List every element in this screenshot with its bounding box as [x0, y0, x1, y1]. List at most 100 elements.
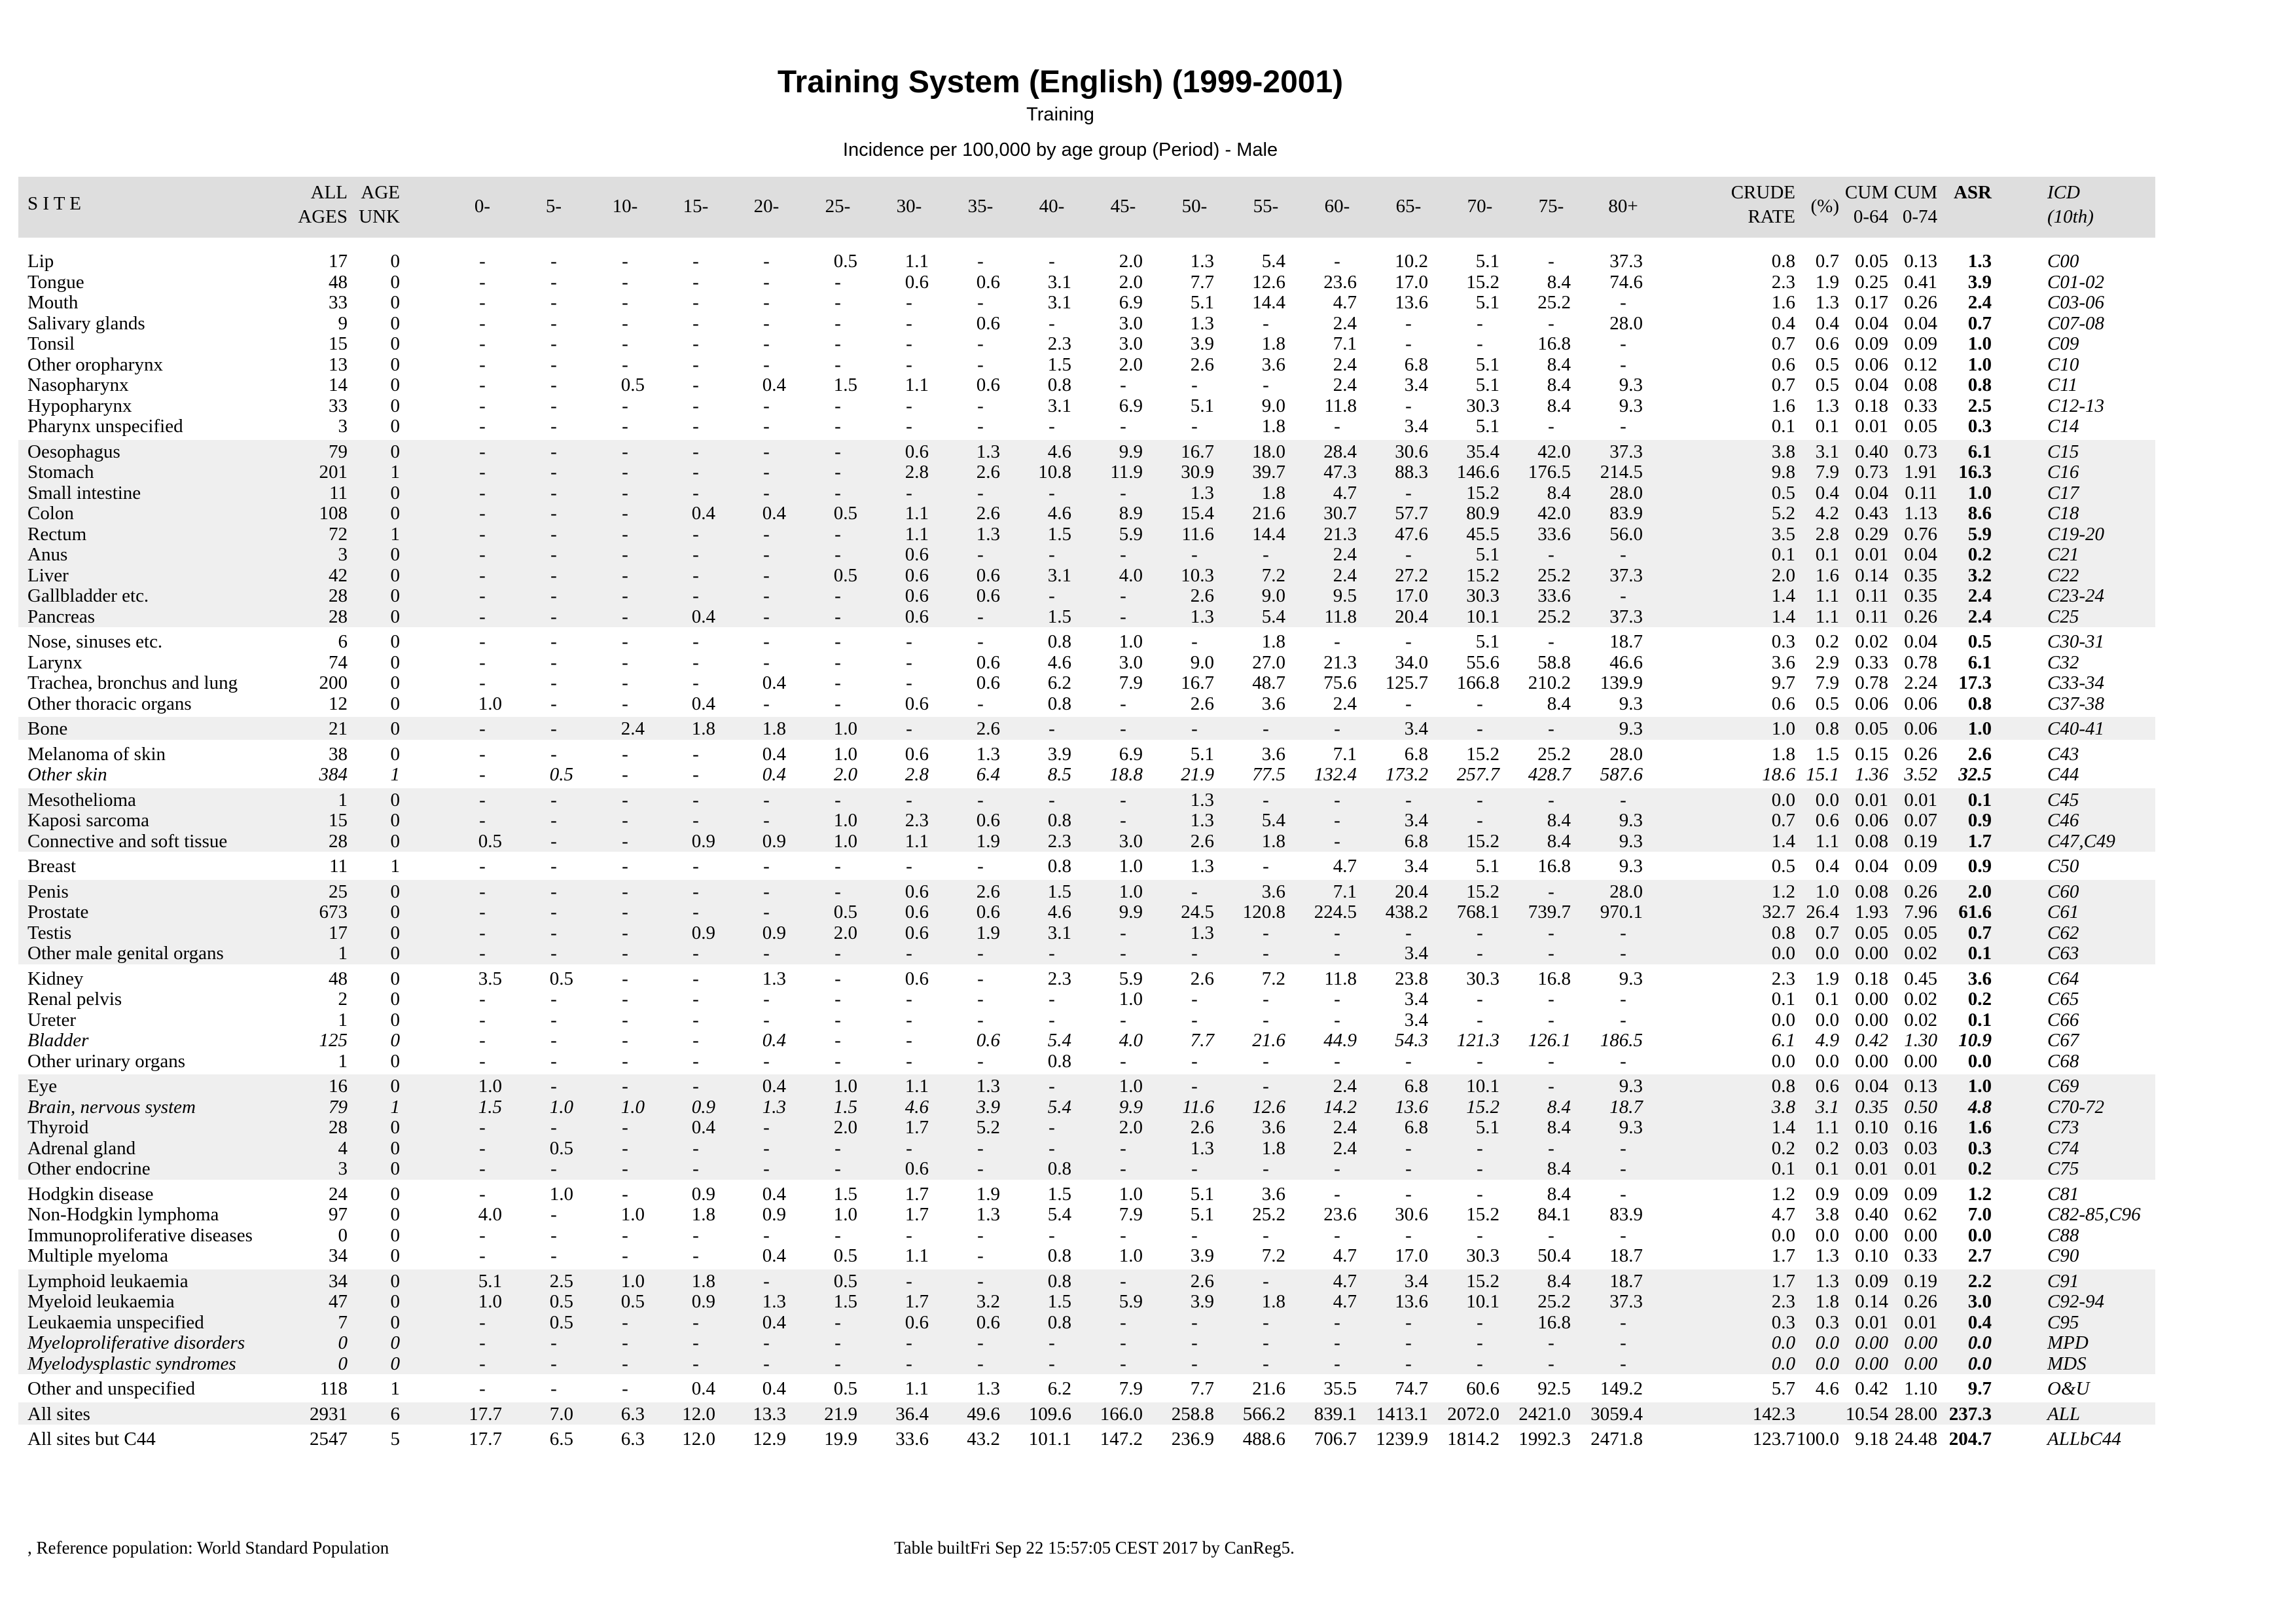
age-rate: 3.4 — [1404, 943, 1428, 964]
age-rate: - — [550, 1117, 557, 1138]
age-rate: 56.0 — [1609, 524, 1643, 545]
age-rate: - — [479, 416, 486, 437]
crude-rate: 1.7 — [1771, 1271, 1795, 1292]
age-rate: - — [1191, 1010, 1198, 1030]
percent: 2.9 — [1815, 652, 1839, 673]
age-rate: - — [1405, 483, 1412, 503]
crude-rate: 1.2 — [1771, 881, 1795, 902]
cum-0-74: 0.04 — [1904, 544, 1937, 565]
age-rate: 15.2 — [1466, 744, 1499, 765]
icd-code: C74 — [2047, 1138, 2079, 1159]
age-rate: - — [834, 354, 841, 375]
age-rate: - — [977, 1225, 984, 1246]
age-unknown-count: 1 — [390, 524, 401, 545]
age-rate: 1.8 — [1261, 831, 1285, 852]
age-rate: - — [1191, 881, 1198, 902]
age-rate: 0.5 — [620, 374, 645, 395]
crude-rate: 0.8 — [1771, 922, 1795, 943]
age-rate: - — [1334, 831, 1340, 852]
age-rate: - — [834, 943, 841, 964]
age-rate: 3.6 — [1261, 1117, 1285, 1138]
age-rate: - — [763, 395, 770, 416]
age-rate: 5.1 — [1475, 856, 1499, 877]
age-rate: 10.1 — [1466, 606, 1499, 627]
asr: 8.6 — [1967, 503, 1992, 524]
age-rate: - — [622, 1010, 628, 1030]
age-rate: - — [834, 292, 841, 313]
age-rate: - — [479, 606, 486, 627]
age-rate: - — [692, 881, 699, 902]
age-rate: 17.7 — [469, 1404, 502, 1425]
age-rate: - — [692, 354, 699, 375]
age-rate: 5.1 — [1475, 416, 1499, 437]
age-rate: 9.9 — [1119, 902, 1143, 922]
icd-code: C68 — [2047, 1051, 2079, 1072]
icd-code: C30-31 — [2047, 631, 2104, 652]
all-ages-count: 15 — [329, 810, 348, 831]
cum-0-74: 0.02 — [1904, 989, 1937, 1010]
percent: 0.7 — [1815, 251, 1839, 272]
age-rate: - — [550, 672, 557, 693]
age-rate: - — [1334, 631, 1340, 652]
age-rate: 2.3 — [1047, 968, 1071, 989]
age-rate: - — [479, 524, 486, 545]
cum-0-64: 0.04 — [1855, 483, 1888, 503]
icd-code: C40-41 — [2047, 718, 2104, 739]
age-rate: - — [1049, 416, 1055, 437]
age-unknown-count: 0 — [390, 565, 401, 586]
asr: 16.3 — [1958, 462, 1992, 483]
age-rate: - — [1477, 1184, 1483, 1205]
age-rate: 60.6 — [1466, 1378, 1499, 1399]
site-name: Tonsil — [27, 333, 75, 354]
age-rate: 0.4 — [762, 672, 786, 693]
age-rate: - — [479, 764, 486, 785]
age-rate: - — [763, 565, 770, 586]
age-rate: 5.1 — [1475, 374, 1499, 395]
age-rate: - — [1049, 790, 1055, 811]
cum-0-74: 0.41 — [1904, 272, 1937, 293]
cum-0-64: 0.11 — [1856, 606, 1888, 627]
age-rate: 0.5 — [549, 1138, 573, 1159]
all-ages-count: 34 — [329, 1271, 348, 1292]
age-rate: 7.9 — [1119, 1204, 1143, 1225]
age-rate: - — [550, 524, 557, 545]
age-rate: - — [622, 544, 628, 565]
age-rate: - — [622, 631, 628, 652]
site-name: Thyroid — [27, 1117, 89, 1138]
age-rate: 2.6 — [1190, 1117, 1214, 1138]
icd-code: ALLbC44 — [2047, 1429, 2121, 1450]
age-rate: - — [622, 1225, 628, 1246]
asr: 1.7 — [1967, 831, 1992, 852]
age-rate: - — [1049, 483, 1055, 503]
age-rate: - — [622, 744, 628, 765]
age-rate: - — [1620, 292, 1626, 313]
age-rate: 1.5 — [1047, 606, 1071, 627]
age-rate: - — [906, 856, 912, 877]
age-rate: 6.9 — [1119, 744, 1143, 765]
age-rate: - — [1191, 943, 1198, 964]
all-ages-count: 125 — [319, 1030, 348, 1051]
percent: 0.4 — [1815, 483, 1839, 503]
age-rate: 43.2 — [967, 1429, 1000, 1450]
age-rate: - — [834, 989, 841, 1010]
age-rate: 1.1 — [905, 1378, 929, 1399]
icd-code: C66 — [2047, 1010, 2079, 1030]
crude-rate: 0.2 — [1771, 1138, 1795, 1159]
age-rate: 0.4 — [691, 503, 715, 524]
age-rate: 3.4 — [1404, 718, 1428, 739]
age-rate: 3.9 — [1190, 1291, 1214, 1312]
age-rate: 173.2 — [1385, 764, 1428, 785]
age-rate: 8.4 — [1547, 374, 1571, 395]
age-rate: - — [692, 544, 699, 565]
age-rate: 109.6 — [1028, 1404, 1071, 1425]
age-rate: 16.7 — [1181, 672, 1214, 693]
age-rate: 0.6 — [976, 652, 1000, 673]
age-rate: 4.6 — [1047, 652, 1071, 673]
age-rate: - — [1620, 544, 1626, 565]
age-rate: 1.3 — [976, 1378, 1000, 1399]
cum-0-74: 0.26 — [1904, 1291, 1937, 1312]
site-name: Hodgkin disease — [27, 1184, 154, 1205]
all-ages-count: 14 — [329, 374, 348, 395]
crude-rate: 0.3 — [1771, 631, 1795, 652]
site-name: Stomach — [27, 462, 94, 483]
